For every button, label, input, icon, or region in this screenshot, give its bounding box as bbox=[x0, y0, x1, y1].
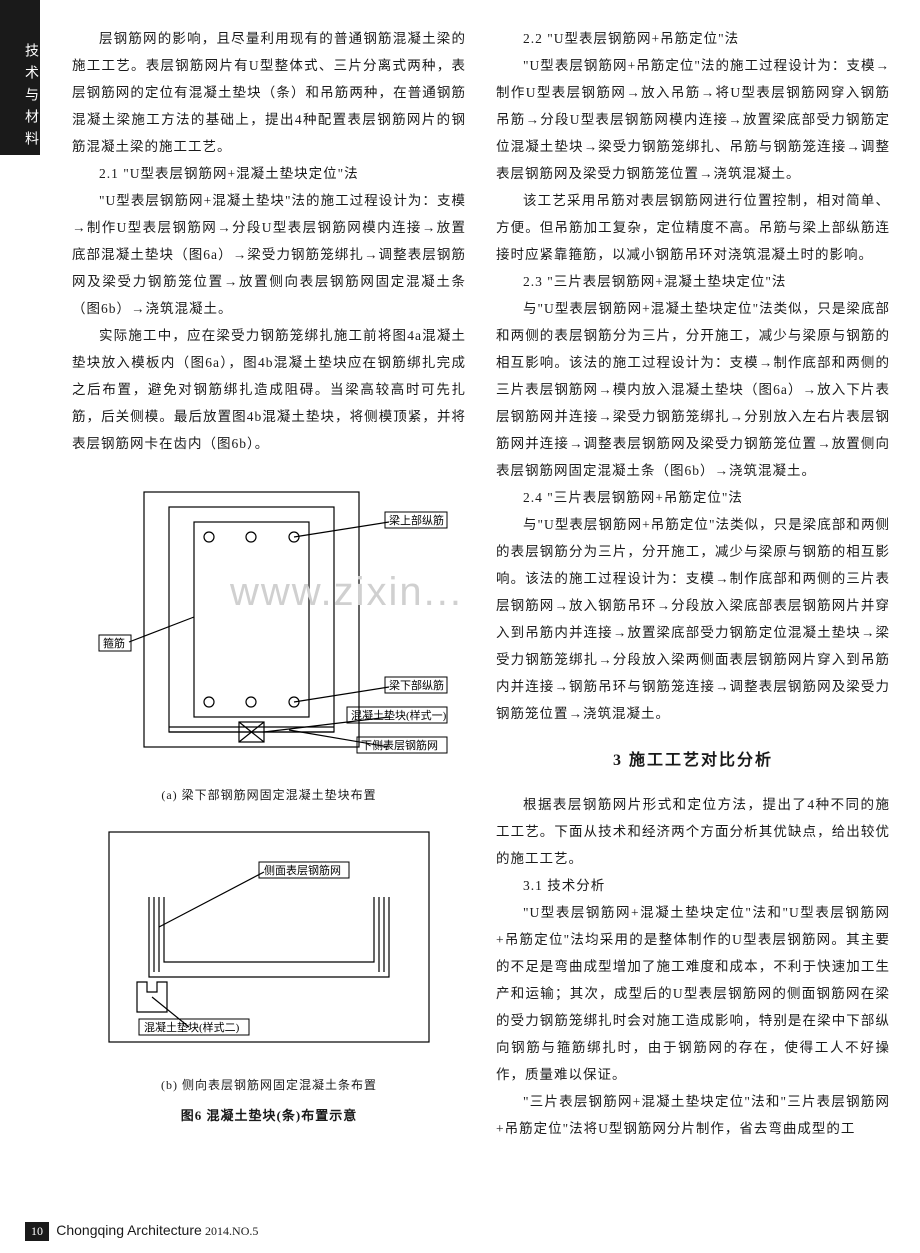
figure-6a-caption: (a) 梁下部钢筋网固定混凝土垫块布置 bbox=[72, 783, 466, 807]
label-bottom-bar: 梁下部纵筋 bbox=[389, 678, 444, 692]
section-2-2-title: 2.2 "U型表层钢筋网+吊筋定位"法 bbox=[496, 25, 890, 52]
label-mesh: 下侧表层钢筋网 bbox=[361, 738, 438, 752]
content-area: 层钢筋网的影响，且尽量利用现有的普通钢筋混凝土梁的施工工艺。表层钢筋网片有U型整… bbox=[72, 25, 890, 1142]
page-number: 10 bbox=[25, 1222, 49, 1241]
figure-6a: 梁上部纵筋 箍筋 梁下部纵筋 混凝土垫块(样式一) 下侧表层钢筋网 (a) 梁下… bbox=[72, 467, 466, 807]
para-2-2-a: "U型表层钢筋网+吊筋定位"法的施工过程设计为：支模→制作U型表层钢筋网→放入吊… bbox=[496, 52, 890, 187]
figure-6-main-caption: 图6 混凝土垫块(条)布置示意 bbox=[72, 1103, 466, 1129]
section-2-4-title: 2.4 "三片表层钢筋网+吊筋定位"法 bbox=[496, 484, 890, 511]
para-3-intro: 根据表层钢筋网片形式和定位方法，提出了4种不同的施工工艺。下面从技术和经济两个方… bbox=[496, 791, 890, 872]
figure-6b: 侧面表层钢筋网 混凝土垫块(样式二) (b) 侧向表层钢筋网固定混凝土条布置 图… bbox=[72, 817, 466, 1129]
journal-name: Chongqing Architecture bbox=[56, 1222, 202, 1238]
para-2-1-b: 实际施工中，应在梁受力钢筋笼绑扎施工前将图4a混凝土垫块放入模板内（图6a），图… bbox=[72, 322, 466, 457]
heading-3: 3 施工工艺对比分析 bbox=[496, 745, 890, 777]
issue-info: 2014.NO.5 bbox=[205, 1224, 258, 1238]
para-2-4: 与"U型表层钢筋网+吊筋定位"法类似，只是梁底部和两侧的表层钢筋分为三片，分开施… bbox=[496, 511, 890, 727]
section-3-1-title: 3.1 技术分析 bbox=[496, 872, 890, 899]
page-footer: 10 Chongqing Architecture 2014.NO.5 bbox=[25, 1222, 920, 1241]
sidebar-label: 技术与材料 bbox=[23, 43, 38, 153]
para-2-3: 与"U型表层钢筋网+混凝土垫块定位"法类似，只是梁底部和两侧的表层钢筋分为三片，… bbox=[496, 295, 890, 484]
para-3-1-b: "三片表层钢筋网+混凝土垫块定位"法和"三片表层钢筋网+吊筋定位"法将U型钢筋网… bbox=[496, 1088, 890, 1142]
label-side-mesh: 侧面表层钢筋网 bbox=[264, 863, 341, 877]
figure-6a-svg: 梁上部纵筋 箍筋 梁下部纵筋 混凝土垫块(样式一) 下侧表层钢筋网 bbox=[89, 467, 449, 777]
figure-6b-caption: (b) 侧向表层钢筋网固定混凝土条布置 bbox=[72, 1073, 466, 1097]
label-stirrup: 箍筋 bbox=[103, 636, 125, 650]
section-2-3-title: 2.3 "三片表层钢筋网+混凝土垫块定位"法 bbox=[496, 268, 890, 295]
para-2-2-b: 该工艺采用吊筋对表层钢筋网进行位置控制，相对简单、方便。但吊筋加工复杂，定位精度… bbox=[496, 187, 890, 268]
right-column: 2.2 "U型表层钢筋网+吊筋定位"法 "U型表层钢筋网+吊筋定位"法的施工过程… bbox=[496, 25, 890, 1142]
left-column: 层钢筋网的影响，且尽量利用现有的普通钢筋混凝土梁的施工工艺。表层钢筋网片有U型整… bbox=[72, 25, 466, 1142]
section-2-1-title: 2.1 "U型表层钢筋网+混凝土垫块定位"法 bbox=[72, 160, 466, 187]
label-top-bar: 梁上部纵筋 bbox=[389, 513, 444, 527]
label-block2: 混凝土垫块(样式二) bbox=[144, 1020, 240, 1034]
label-block: 混凝土垫块(样式一) bbox=[351, 708, 447, 722]
para-2-1-a: "U型表层钢筋网+混凝土垫块"法的施工过程设计为：支模→制作U型表层钢筋网→分段… bbox=[72, 187, 466, 322]
para-3-1-a: "U型表层钢筋网+混凝土垫块定位"法和"U型表层钢筋网+吊筋定位"法均采用的是整… bbox=[496, 899, 890, 1088]
sidebar-tab: 技术与材料 bbox=[0, 0, 40, 155]
figure-6b-svg: 侧面表层钢筋网 混凝土垫块(样式二) bbox=[89, 817, 449, 1067]
para-intro: 层钢筋网的影响，且尽量利用现有的普通钢筋混凝土梁的施工工艺。表层钢筋网片有U型整… bbox=[72, 25, 466, 160]
